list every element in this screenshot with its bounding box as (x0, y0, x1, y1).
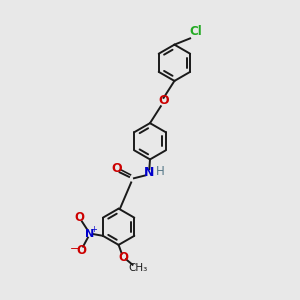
Text: N: N (85, 229, 94, 239)
Text: −: − (70, 244, 79, 254)
Text: O: O (159, 94, 169, 107)
Text: O: O (118, 250, 128, 264)
Text: H: H (155, 166, 164, 178)
Text: O: O (75, 211, 85, 224)
Text: O: O (111, 162, 122, 175)
Text: CH₃: CH₃ (129, 263, 148, 273)
Text: O: O (76, 244, 86, 257)
Text: +: + (90, 225, 97, 234)
Text: Cl: Cl (189, 26, 202, 38)
Text: N: N (143, 166, 154, 179)
